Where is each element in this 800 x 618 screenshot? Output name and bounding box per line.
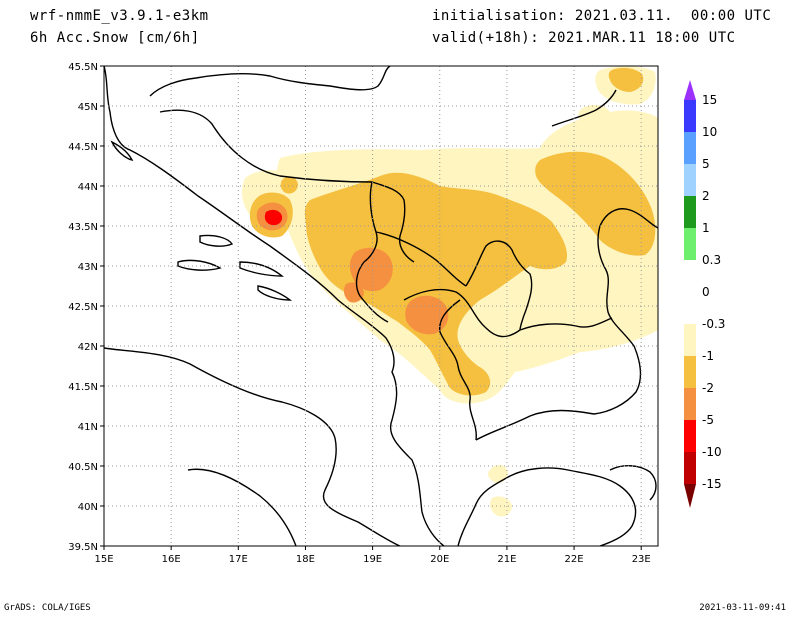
lat-tick-label: 39.5N <box>68 542 98 553</box>
lat-tick-label: 41N <box>78 422 98 433</box>
colorbar-box <box>684 260 696 292</box>
colorbar-label: -15 <box>702 477 722 491</box>
colorbar-label: -5 <box>702 413 714 427</box>
colorbar-box <box>684 132 696 164</box>
snow-area-heavy <box>349 247 393 292</box>
border-line <box>375 231 467 287</box>
colorbar-box <box>684 420 696 452</box>
lon-tick-label: 19E <box>363 554 382 565</box>
snow-area-medium <box>535 151 656 256</box>
lon-tick-label: 17E <box>229 554 248 565</box>
model-name: wrf-nmmE_v3.9.1-e3km <box>30 8 209 24</box>
colorbar-label: 2 <box>702 189 710 203</box>
colorbar-box <box>684 356 696 388</box>
snow-area-medium <box>280 176 298 194</box>
snow-area-heavy <box>405 295 449 335</box>
lon-tick-label: 20E <box>430 554 449 565</box>
field-name: 6h Acc.Snow [cm/6h] <box>30 30 200 46</box>
colorbar-label: -2 <box>702 381 714 395</box>
lat-tick-label: 45N <box>78 102 98 113</box>
snow-area-heavy <box>343 282 364 303</box>
lon-tick-label: 22E <box>565 554 584 565</box>
border-line <box>439 299 477 441</box>
border-line <box>475 208 658 441</box>
colorbar-box <box>684 100 696 132</box>
colorbar-label: 1 <box>702 221 710 235</box>
adriatic-east-coast <box>104 66 445 546</box>
snow-area-light <box>578 104 611 129</box>
map-grid <box>104 66 658 546</box>
coastlines-borders <box>104 66 658 546</box>
lon-tick-label: 23E <box>632 554 651 565</box>
island-outline <box>110 140 134 162</box>
lat-tick-label: 40N <box>78 502 98 513</box>
snow-area-medium <box>304 172 568 396</box>
coastline-aegean <box>457 467 637 546</box>
snow-field <box>241 66 658 517</box>
lon-tick-label: 18E <box>296 554 315 565</box>
italy-coastline <box>104 347 401 546</box>
lat-tick-label: 43.5N <box>68 222 98 233</box>
island-outline <box>239 261 284 277</box>
colorbar: 15 10 5 2 1 0.3 0 -0.3 -1 -2 -5 -10 -15 <box>684 80 725 508</box>
coastline-aegean <box>609 465 657 501</box>
render-timestamp: 2021-03-11-09:41 <box>699 603 786 613</box>
lat-tick-label: 40.5N <box>68 462 98 473</box>
lat-tick-label: 41.5N <box>68 382 98 393</box>
colorbar-label: -1 <box>702 349 714 363</box>
lat-tick-label: 44.5N <box>68 142 98 153</box>
colorbar-label: 0 <box>702 285 710 299</box>
colorbar-box <box>684 388 696 420</box>
colorbar-box <box>684 324 696 356</box>
island-outline <box>177 259 222 271</box>
lon-tick-label: 15E <box>94 554 113 565</box>
colorbar-box <box>684 196 696 228</box>
colorbar-label: 0.3 <box>702 253 721 267</box>
border-line <box>149 66 391 97</box>
island-outline <box>257 285 293 301</box>
italy-heel <box>187 468 297 546</box>
lat-tick-label: 44N <box>78 182 98 193</box>
island-outline <box>199 234 234 247</box>
border-line <box>403 288 613 338</box>
colorbar-box <box>684 228 696 260</box>
colorbar-label: 15 <box>702 93 717 107</box>
border-line <box>355 181 389 323</box>
map-axes: 15E 16E 17E 18E 19E 20E 21E 22E 23E 39.5N 40N 40.5N… <box>68 62 650 565</box>
colorbar-label: 10 <box>702 125 717 139</box>
colorbar-bottom-triangle <box>684 484 696 508</box>
colorbar-box <box>684 164 696 196</box>
snow-area-medium <box>608 67 644 92</box>
colorbar-top-triangle <box>684 80 696 100</box>
colorbar-label: 5 <box>702 157 710 171</box>
border-line <box>465 240 533 331</box>
colorbar-box <box>684 452 696 484</box>
lon-tick-label: 21E <box>497 554 516 565</box>
lat-tick-label: 43N <box>78 262 98 273</box>
lon-tick-label: 16E <box>162 554 181 565</box>
border-line <box>159 109 415 263</box>
grads-credit: GrADS: COLA/IGES <box>4 603 91 613</box>
lat-tick-label: 42N <box>78 342 98 353</box>
border-line <box>551 89 617 127</box>
snow-area-max <box>264 209 283 226</box>
colorbar-box <box>684 292 696 324</box>
lat-tick-label: 42.5N <box>68 302 98 313</box>
lat-tick-label: 45.5N <box>68 62 98 73</box>
valid-time: valid(+18h): 2021.MAR.11 18:00 UTC <box>432 30 736 46</box>
init-time: initialisation: 2021.03.11. 00:00 UTC <box>432 8 772 24</box>
snow-area-light <box>487 464 508 484</box>
colorbar-label: -10 <box>702 445 722 459</box>
colorbar-label: -0.3 <box>702 317 725 331</box>
